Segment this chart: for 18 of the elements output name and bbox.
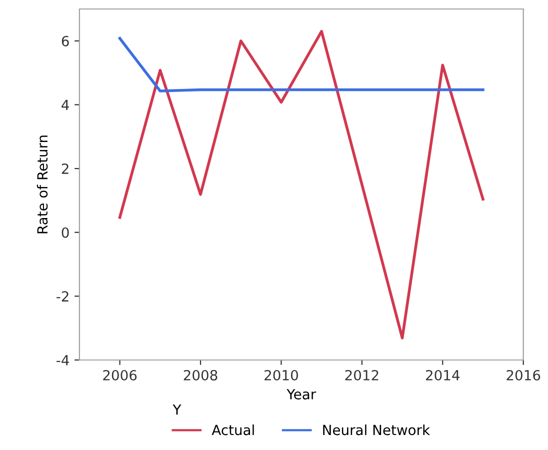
x-tick-label: 2010 xyxy=(264,370,298,380)
legend-title: Y xyxy=(172,404,182,415)
legend-label: Actual xyxy=(212,424,254,436)
y-tick-label: 6 xyxy=(62,36,69,46)
y-axis-title: Rate of Return xyxy=(36,136,48,234)
y-tick-label: 4 xyxy=(62,100,69,110)
x-tick-label: 2014 xyxy=(426,370,460,380)
x-axis-title: Year xyxy=(286,389,316,400)
y-tick-label: -2 xyxy=(56,291,68,302)
x-tick-label: 2016 xyxy=(506,370,540,380)
x-tick-label: 2012 xyxy=(345,370,378,380)
x-tick-label: 2006 xyxy=(103,370,137,380)
y-tick-label: -4 xyxy=(56,355,69,366)
y-tick-label: 2 xyxy=(62,164,68,174)
x-tick-label: 2008 xyxy=(184,370,218,380)
y-tick-label: 0 xyxy=(62,227,69,238)
line-series xyxy=(118,30,484,340)
legend-label: Neural Network xyxy=(323,424,430,436)
